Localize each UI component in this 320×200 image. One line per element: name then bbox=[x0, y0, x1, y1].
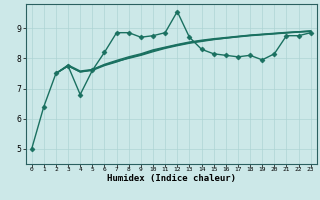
X-axis label: Humidex (Indice chaleur): Humidex (Indice chaleur) bbox=[107, 174, 236, 183]
